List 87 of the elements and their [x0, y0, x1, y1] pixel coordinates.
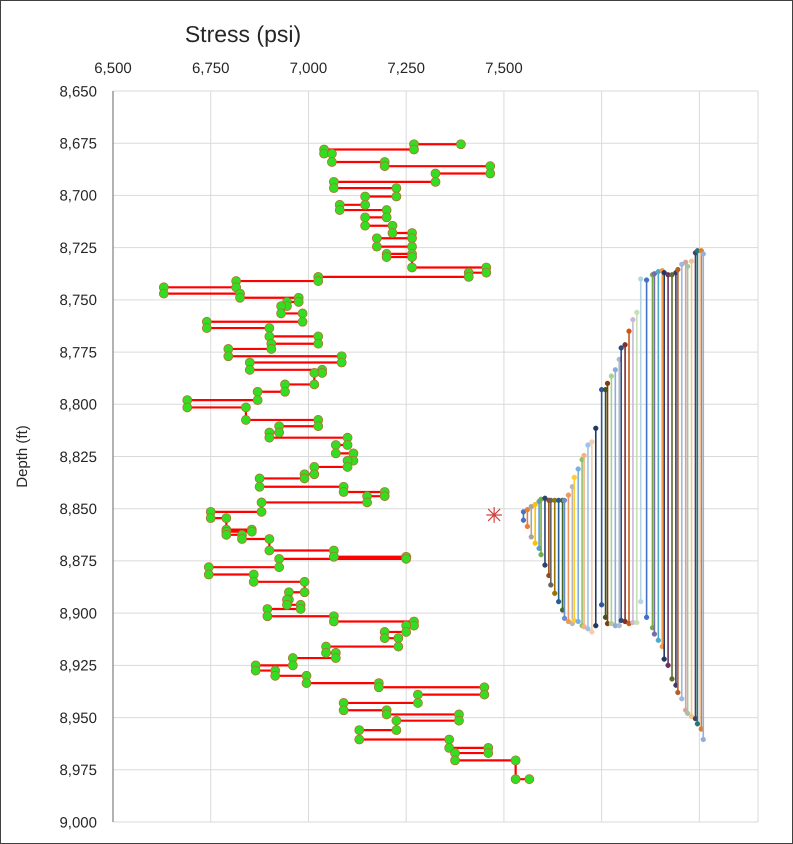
- point: [612, 367, 618, 372]
- point: [520, 509, 526, 514]
- point: [688, 258, 694, 264]
- point: [622, 342, 628, 348]
- y-tick-label: 8,975: [59, 762, 97, 780]
- y-tick-label: 9,000: [59, 814, 97, 832]
- y-tick-label: 8,650: [59, 83, 97, 100]
- point: [572, 474, 577, 480]
- y-tick-label: 8,875: [59, 553, 97, 570]
- point: [562, 616, 568, 622]
- point: [626, 328, 632, 334]
- point: [576, 466, 581, 472]
- point: [669, 272, 675, 278]
- x-axis-title: Stress (psi): [184, 21, 302, 47]
- point: [542, 562, 548, 568]
- point: [552, 590, 558, 596]
- point: [684, 710, 690, 716]
- point: [486, 506, 503, 524]
- point: [528, 504, 534, 510]
- point: [585, 442, 591, 448]
- y-tick-label: 8,850: [59, 500, 97, 518]
- point: [683, 260, 688, 265]
- point: [688, 714, 694, 720]
- point: [524, 507, 530, 512]
- point: [675, 690, 681, 696]
- point: [556, 599, 562, 604]
- point: [662, 270, 667, 276]
- y-tick-label: 8,825: [59, 448, 97, 466]
- point: [585, 626, 591, 632]
- point: [566, 492, 572, 498]
- point: [524, 524, 530, 530]
- y-tick-label: 8,950: [59, 710, 97, 727]
- point: [634, 620, 640, 626]
- point: [669, 676, 675, 682]
- point: [684, 264, 690, 270]
- point: [616, 623, 622, 628]
- point: [532, 540, 538, 546]
- y-axis-title: Depth (ft): [14, 425, 31, 488]
- point: [604, 380, 610, 386]
- x-tick-label: 7,250: [387, 60, 425, 77]
- point: [528, 534, 534, 540]
- y-tick-label: 8,675: [59, 135, 97, 152]
- point: [679, 696, 684, 702]
- point: [598, 602, 604, 608]
- point: [656, 638, 661, 643]
- point: [576, 618, 581, 624]
- point: [694, 721, 700, 726]
- point: [665, 662, 671, 668]
- point: [618, 345, 624, 351]
- point: [700, 251, 706, 257]
- point: [593, 426, 598, 431]
- y-tick-label: 8,775: [59, 344, 97, 362]
- point: [542, 496, 548, 501]
- point: [520, 518, 526, 523]
- point: [644, 277, 650, 283]
- point: [700, 736, 706, 742]
- x-tick-label: 7,000: [290, 60, 328, 77]
- point: [662, 656, 667, 662]
- point: [581, 452, 587, 458]
- point: [630, 317, 636, 322]
- point: [679, 262, 684, 267]
- point: [532, 502, 538, 508]
- point: [675, 266, 681, 272]
- x-tick-label: 7,500: [485, 60, 523, 77]
- point: [589, 439, 595, 445]
- point: [638, 276, 644, 282]
- y-tick-label: 8,700: [59, 188, 97, 205]
- point: [548, 582, 554, 588]
- point: [566, 618, 572, 624]
- y-tick-label: 8,925: [59, 658, 97, 675]
- x-tick-label: 6,500: [94, 60, 132, 77]
- y-tick-label: 8,900: [59, 605, 97, 622]
- y-tick-label: 8,750: [59, 292, 97, 310]
- point: [622, 618, 628, 624]
- point: [644, 614, 650, 620]
- point: [593, 623, 598, 628]
- point: [638, 599, 644, 604]
- point: [634, 310, 640, 316]
- point: [608, 373, 614, 379]
- x-tick-label: 6,750: [192, 60, 230, 77]
- point: [589, 629, 595, 635]
- point: [652, 631, 658, 637]
- point: [608, 620, 614, 626]
- y-tick-label: 8,725: [59, 240, 97, 257]
- point: [572, 618, 577, 624]
- y-tick-label: 8,800: [59, 396, 97, 414]
- point: [538, 552, 544, 558]
